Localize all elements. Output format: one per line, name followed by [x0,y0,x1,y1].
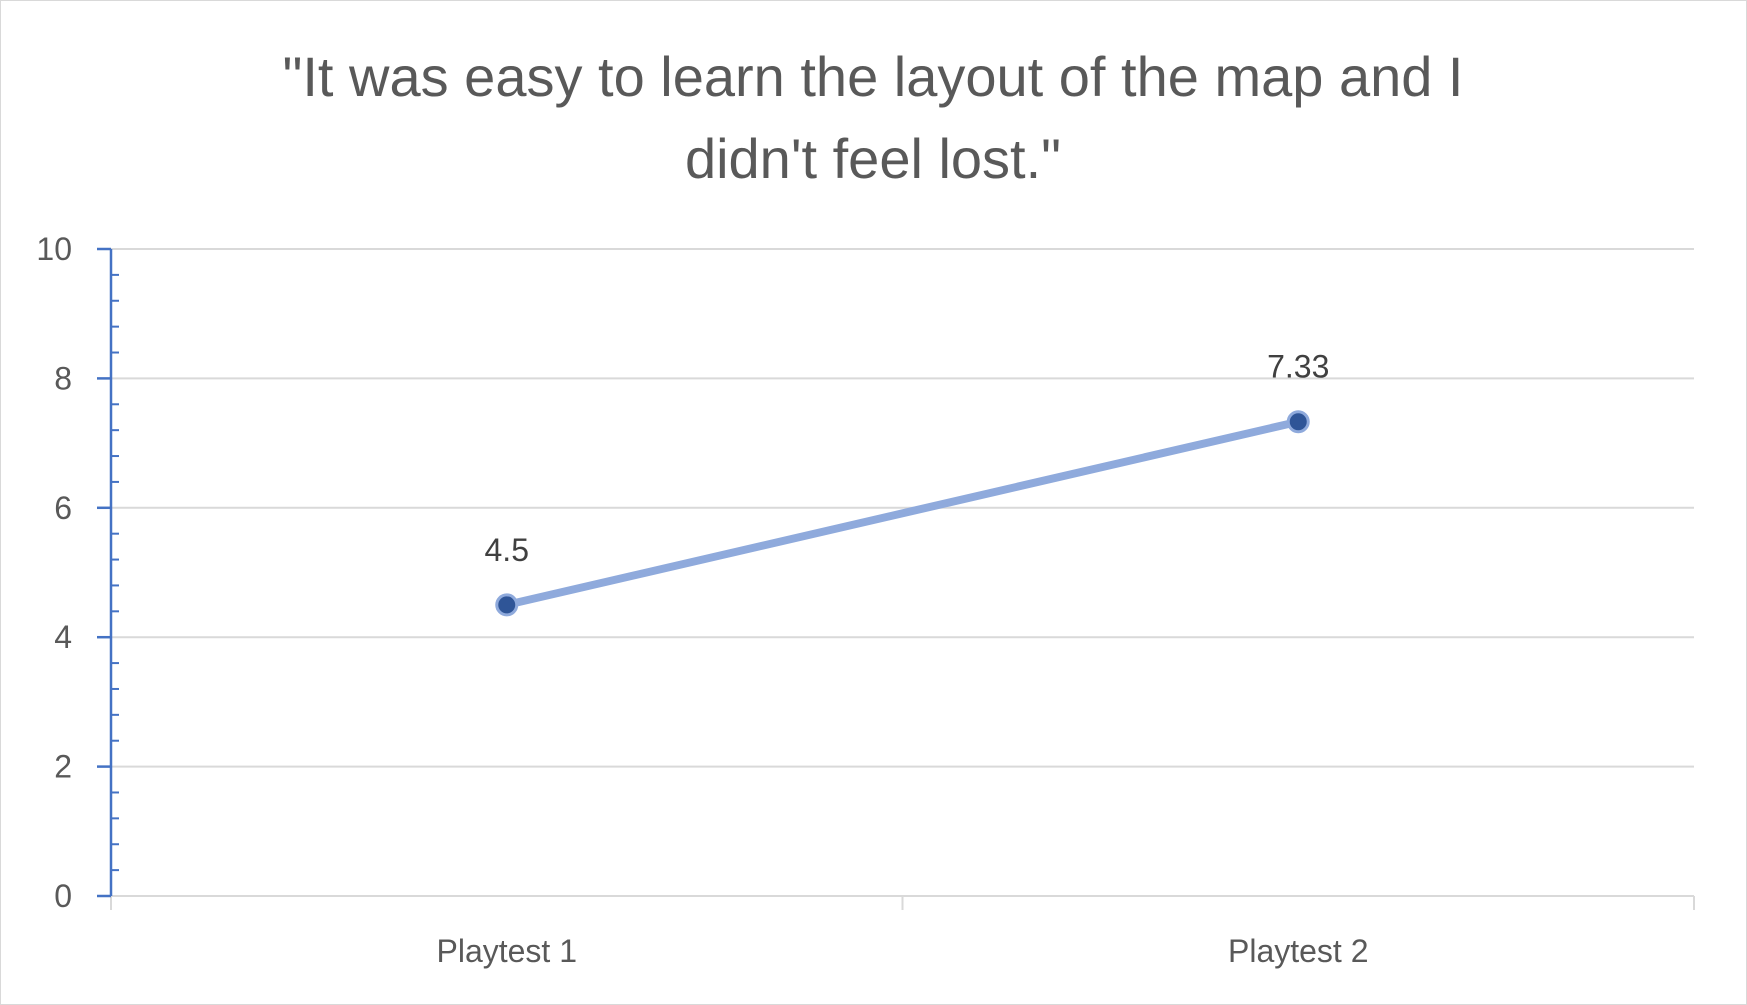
y-tick-label-2: 2 [54,749,72,785]
x-axis: Playtest 1 Playtest 2 [110,895,1695,969]
y-tick-label-0: 0 [54,878,72,914]
chart-title-line-2: didn't feel lost." [685,127,1061,190]
y-tick-label-4: 4 [54,619,72,655]
series-line [502,417,1303,609]
data-point-1 [495,593,519,617]
x-category-label-1: Playtest 1 [436,933,577,969]
y-tick-label-6: 6 [54,490,72,526]
y-axis: 0 2 4 6 8 10 [36,231,119,914]
data-label-1: 4.5 [485,532,529,568]
data-label-2: 7.33 [1267,349,1329,385]
y-tick-label-10: 10 [36,231,72,267]
series-line-group [495,410,1310,617]
chart-title-line-1: "It was easy to learn the layout of the … [282,45,1463,108]
gridlines [111,248,1694,768]
data-labels: 4.5 7.33 [485,349,1330,568]
chart-title: "It was easy to learn the layout of the … [282,45,1463,190]
data-point-2 [1286,410,1310,434]
y-tick-label-8: 8 [54,360,72,396]
x-category-label-2: Playtest 2 [1228,933,1369,969]
